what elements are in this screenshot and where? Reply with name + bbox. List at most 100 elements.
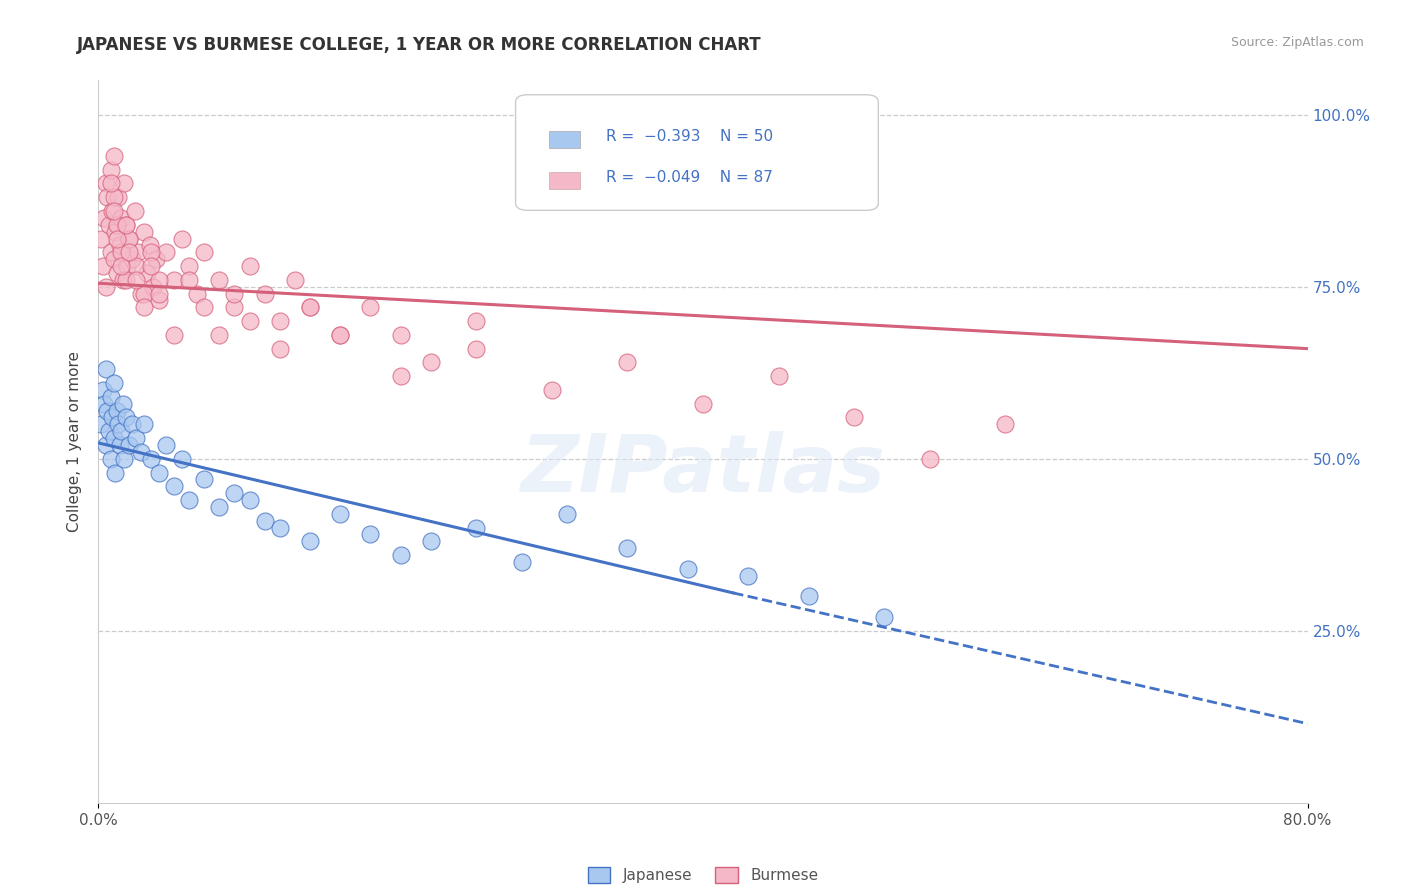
Point [284, 273, 307, 287]
Point [103, 376, 125, 390]
Point [163, 327, 186, 342]
Legend: Japanese, Burmese: Japanese, Burmese [582, 861, 824, 889]
Point [329, 507, 352, 521]
Point [616, 355, 638, 369]
Point [616, 541, 638, 556]
Point [170, 231, 193, 245]
Point [844, 410, 866, 425]
Point [94, 279, 117, 293]
Point [103, 190, 125, 204]
Point [299, 301, 322, 315]
Point [98, 218, 121, 232]
Point [96, 190, 118, 204]
Point [132, 417, 155, 432]
Point [110, 245, 132, 260]
Point [125, 273, 148, 287]
Point [540, 383, 562, 397]
Text: R =  −0.049    N = 87: R = −0.049 N = 87 [606, 169, 773, 185]
Point [127, 245, 149, 260]
Point [101, 204, 124, 219]
Point [141, 245, 163, 260]
Point [111, 273, 134, 287]
Point [125, 259, 148, 273]
Point [108, 238, 131, 252]
Point [111, 397, 134, 411]
Point [465, 520, 488, 534]
Point [994, 417, 1017, 432]
Point [797, 590, 820, 604]
Point [132, 301, 155, 315]
Point [124, 204, 146, 219]
Text: ZIPatlas: ZIPatlas [520, 432, 886, 509]
Point [737, 568, 759, 582]
Point [155, 245, 177, 260]
Point [329, 327, 352, 342]
Point [118, 438, 141, 452]
Point [148, 293, 170, 308]
Point [132, 225, 155, 239]
Point [125, 431, 148, 445]
Point [103, 252, 125, 267]
Point [93, 211, 115, 225]
Point [145, 252, 167, 267]
Point [132, 286, 155, 301]
Point [141, 259, 163, 273]
Point [873, 610, 896, 624]
Point [389, 548, 412, 562]
FancyBboxPatch shape [550, 172, 579, 189]
Point [239, 314, 262, 328]
Point [918, 451, 941, 466]
Point [100, 451, 122, 466]
Point [148, 466, 170, 480]
Point [420, 355, 443, 369]
Point [101, 410, 124, 425]
Point [163, 479, 186, 493]
Point [155, 438, 177, 452]
Text: JAPANESE VS BURMESE COLLEGE, 1 YEAR OR MORE CORRELATION CHART: JAPANESE VS BURMESE COLLEGE, 1 YEAR OR M… [77, 36, 762, 54]
Point [269, 520, 291, 534]
Point [510, 555, 533, 569]
Point [129, 445, 152, 459]
Y-axis label: College, 1 year or more: College, 1 year or more [67, 351, 83, 532]
Point [193, 301, 215, 315]
Point [105, 218, 128, 232]
Point [104, 466, 127, 480]
Point [224, 286, 246, 301]
Point [208, 500, 231, 514]
Point [239, 259, 262, 273]
Point [179, 493, 201, 508]
Point [208, 273, 231, 287]
Point [193, 472, 215, 486]
Point [121, 417, 143, 432]
Point [107, 417, 129, 432]
Point [91, 259, 114, 273]
Point [91, 383, 114, 397]
Point [96, 403, 118, 417]
Point [112, 177, 135, 191]
Point [114, 273, 136, 287]
Point [186, 286, 208, 301]
Point [105, 403, 128, 417]
Point [112, 451, 135, 466]
Point [253, 286, 276, 301]
Point [692, 397, 714, 411]
Point [103, 431, 125, 445]
Point [142, 279, 165, 293]
Point [100, 177, 122, 191]
FancyBboxPatch shape [516, 95, 879, 211]
Point [100, 390, 122, 404]
Point [170, 451, 193, 466]
Point [179, 259, 201, 273]
Point [118, 231, 141, 245]
Text: Source: ZipAtlas.com: Source: ZipAtlas.com [1230, 36, 1364, 49]
Point [148, 286, 170, 301]
FancyBboxPatch shape [550, 131, 579, 148]
Point [105, 231, 128, 245]
Point [299, 534, 322, 549]
Point [110, 211, 132, 225]
Point [465, 342, 488, 356]
Point [329, 327, 352, 342]
Point [121, 252, 143, 267]
Point [107, 190, 129, 204]
Point [98, 424, 121, 438]
